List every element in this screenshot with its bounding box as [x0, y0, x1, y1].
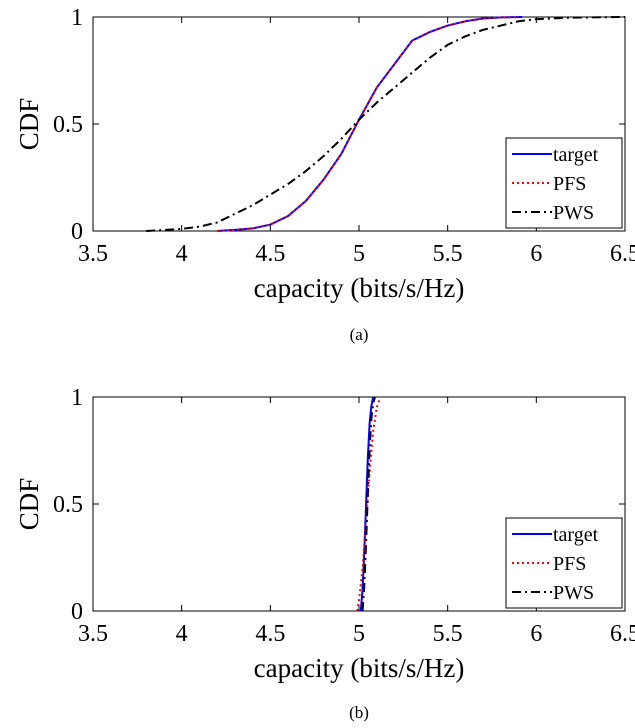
x-axis-label: capacity (bits/s/Hz) — [254, 273, 465, 303]
x-tick-label: 5 — [353, 621, 365, 647]
figure-caption: (b) — [349, 703, 369, 722]
y-tick-label: 0 — [71, 219, 83, 245]
x-tick-label: 6 — [530, 241, 542, 267]
series-line-pfs — [217, 16, 519, 232]
legend: target PFS PWS — [505, 517, 623, 609]
x-tick-label: 5.5 — [433, 241, 463, 267]
x-tick-label: 6.5 — [610, 241, 635, 267]
legend-label-pfs: PFS — [553, 173, 586, 195]
y-tick-label: 0.5 — [53, 112, 83, 138]
legend-label-target: target — [553, 144, 599, 166]
x-tick-label: 6.5 — [610, 621, 635, 647]
x-tick-label: 4 — [176, 241, 188, 267]
legend-label-pfs: PFS — [553, 553, 586, 575]
y-axis-label: CDF — [14, 478, 44, 531]
chart-panel-b: 3.5 4 4.5 5 5.5 6 6.5 0 0.5 1 capacity (bits/s/Hz)… — [14, 385, 635, 722]
series-line-target — [359, 396, 375, 612]
x-axis-label: capacity (bits/s/Hz) — [254, 653, 465, 683]
series-line-target — [217, 16, 523, 232]
x-tick-label: 5.5 — [433, 621, 463, 647]
chart-panel-a: 3.5 4 4.5 5 5.5 6 6.5 0 0.5 1 capacity (bits/s/Hz)… — [14, 5, 635, 344]
x-tick-label: 3.5 — [78, 241, 108, 267]
y-tick-label: 1 — [71, 385, 83, 411]
x-tick-label: 4.5 — [255, 621, 285, 647]
legend: target PFS PWS — [505, 137, 623, 229]
x-tick-label: 6 — [530, 621, 542, 647]
x-tick-label: 4 — [176, 621, 188, 647]
series-line-pws — [361, 396, 376, 612]
legend-label-pws: PWS — [553, 582, 594, 604]
series-line-pws — [146, 16, 626, 232]
y-tick-label: 0.5 — [53, 492, 83, 518]
y-tick-label: 0 — [71, 599, 83, 625]
legend-label-target: target — [553, 524, 599, 546]
x-tick-label: 3.5 — [78, 621, 108, 647]
y-tick-label: 1 — [71, 5, 83, 31]
legend-label-pws: PWS — [553, 202, 594, 224]
x-tick-label: 4.5 — [255, 241, 285, 267]
y-axis-label: CDF — [14, 98, 44, 151]
figure-caption: (a) — [350, 325, 369, 344]
x-tick-label: 5 — [353, 241, 365, 267]
